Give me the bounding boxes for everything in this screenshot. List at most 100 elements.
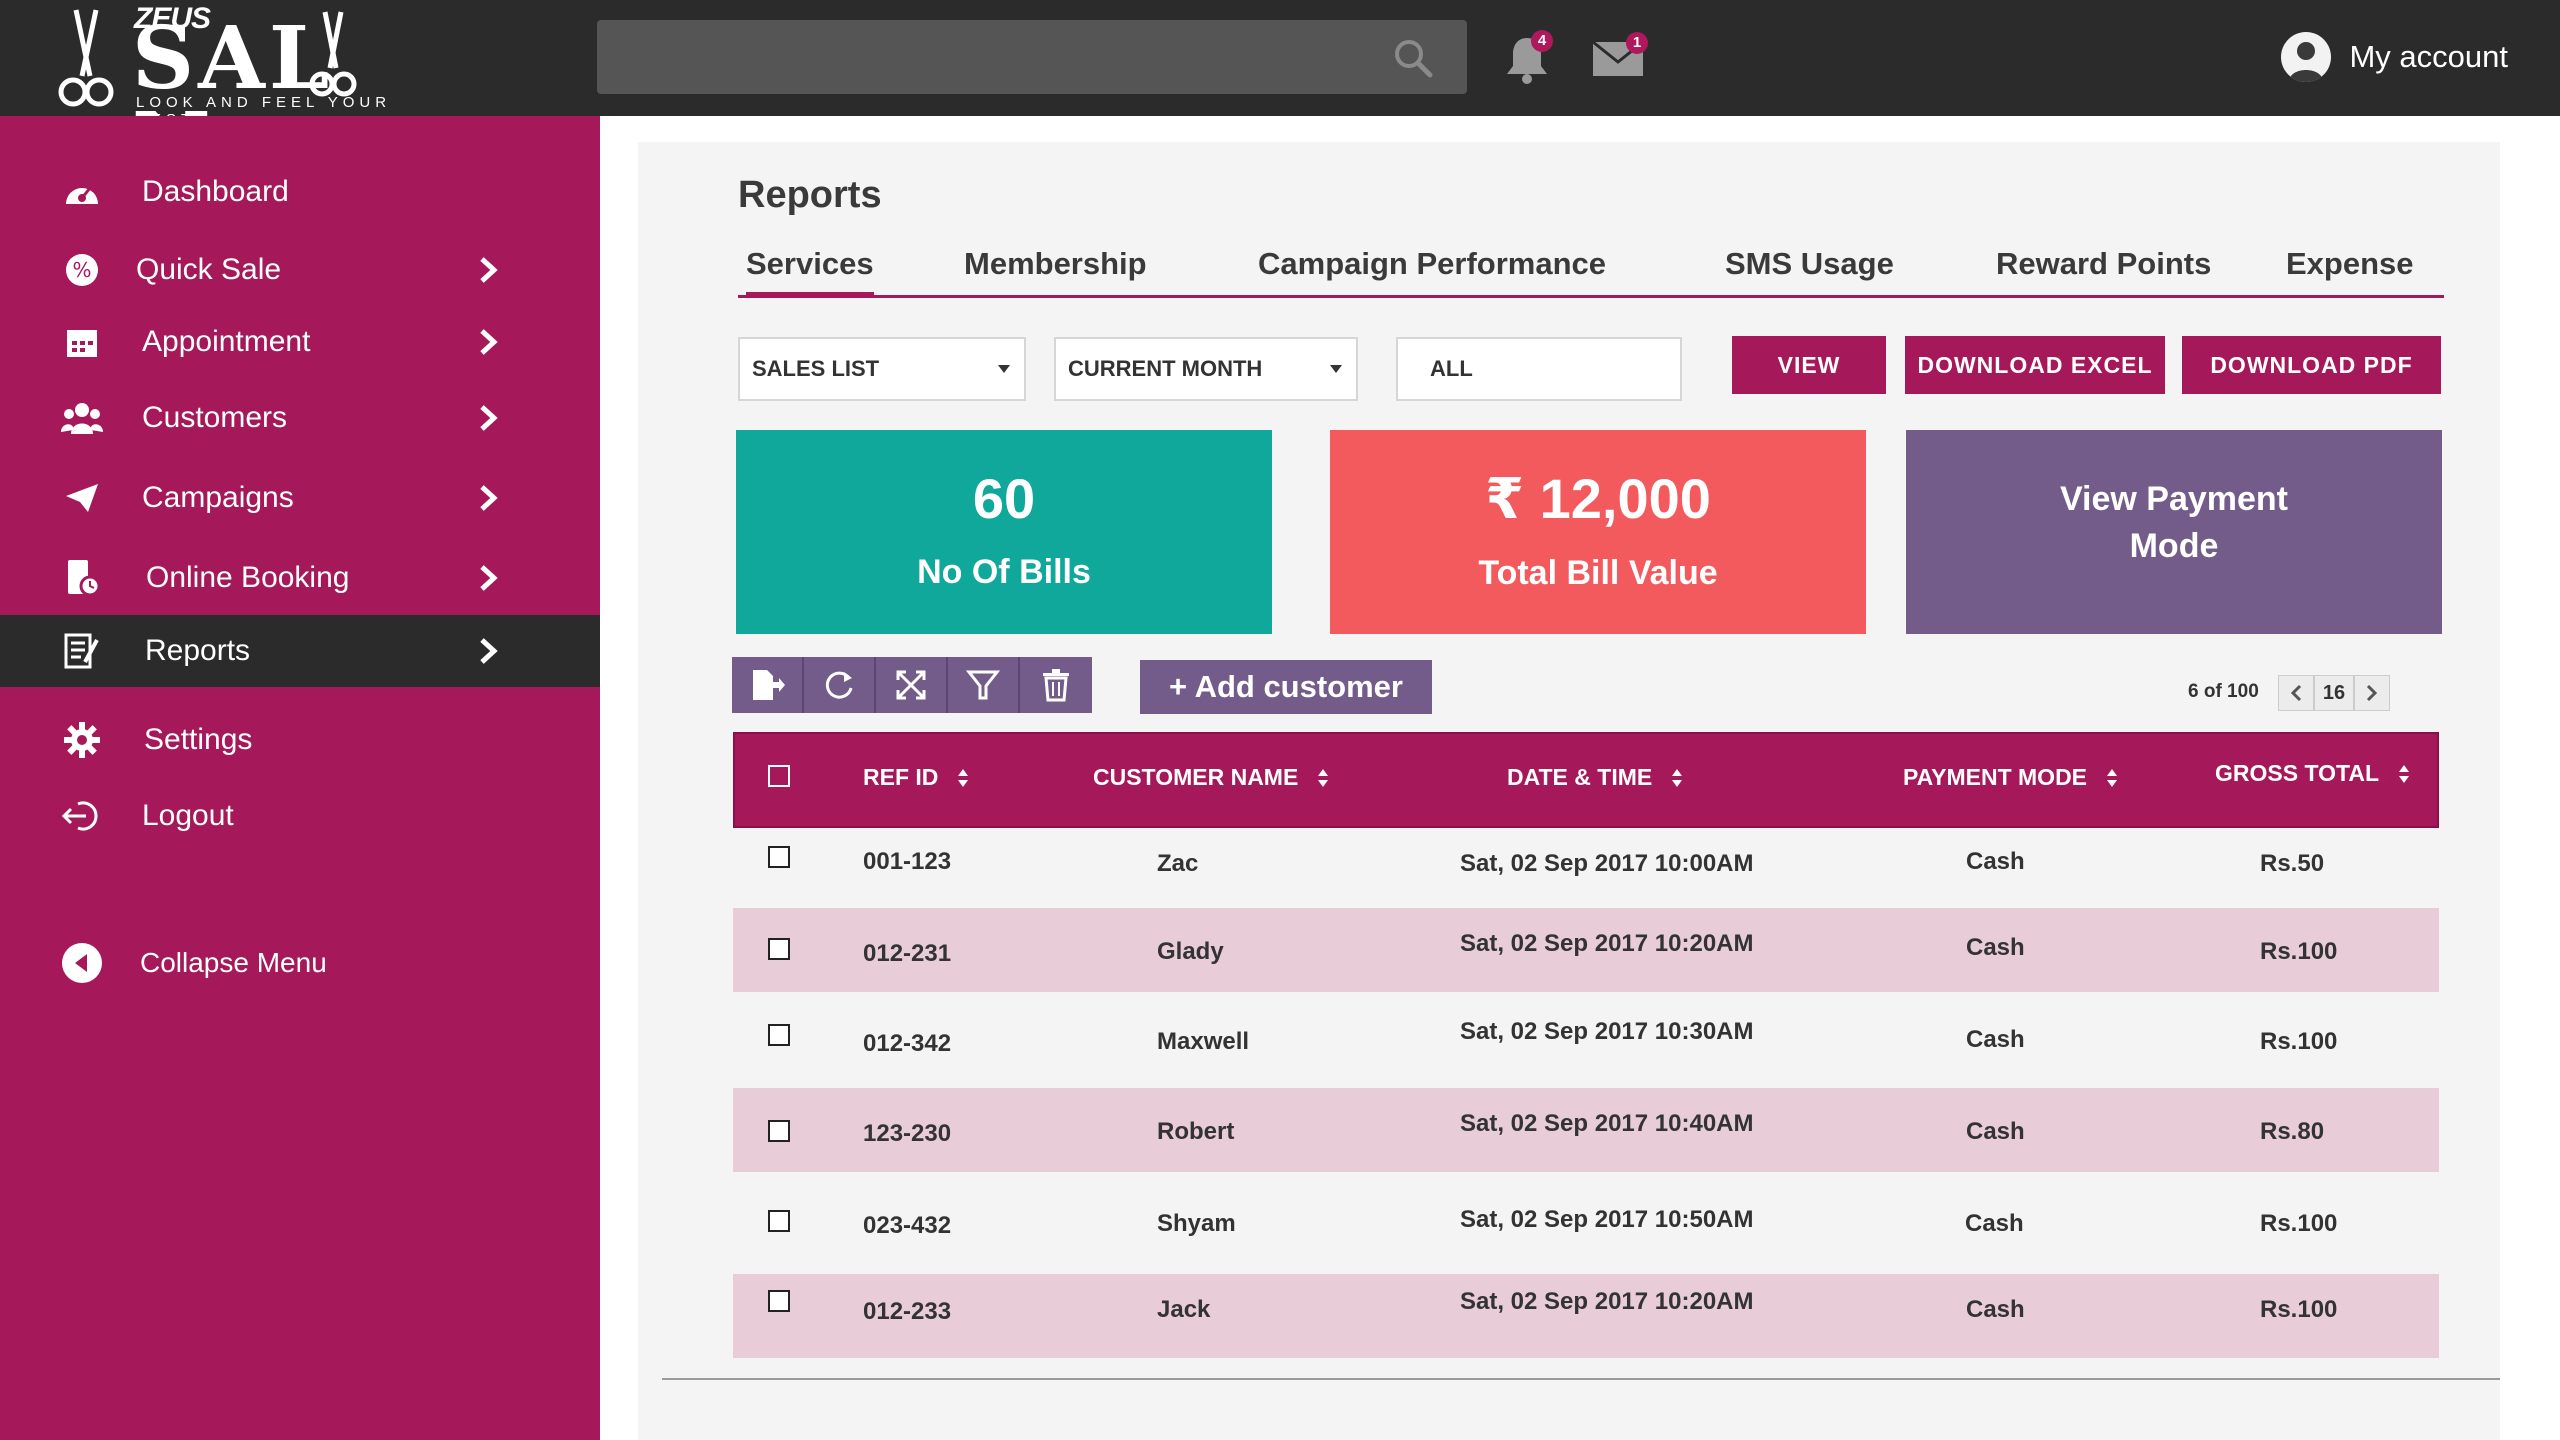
- payment-mode-cell: Cash: [1966, 1026, 2025, 1053]
- column-customer-name[interactable]: CUSTOMER NAME: [1093, 764, 1329, 791]
- sidebar: Dashboard % Quick Sale Appointment Custo…: [0, 116, 600, 1440]
- page-title: Reports: [738, 174, 882, 216]
- scope-value: ALL: [1430, 356, 1473, 381]
- row-checkbox[interactable]: [768, 1210, 790, 1232]
- table-row[interactable]: 012-233 Jack Sat, 02 Sep 2017 10:20AM Ca…: [733, 1274, 2439, 1358]
- row-checkbox[interactable]: [768, 1120, 790, 1142]
- sidebar-item-dashboard[interactable]: Dashboard: [0, 156, 600, 228]
- column-payment-mode[interactable]: PAYMENT MODE: [1903, 764, 2118, 791]
- sidebar-item-label: Logout: [142, 799, 234, 832]
- ref-id-cell: 023-432: [863, 1212, 952, 1239]
- row-checkbox[interactable]: [768, 938, 790, 960]
- current-page[interactable]: 16: [2314, 675, 2354, 711]
- table-row[interactable]: 023-432 Shyam Sat, 02 Sep 2017 10:50AM C…: [733, 1172, 2439, 1256]
- previous-page-button[interactable]: [2278, 675, 2314, 711]
- column-date-time[interactable]: DATE & TIME: [1507, 764, 1683, 791]
- chevron-right-icon: [2366, 684, 2378, 702]
- delete-button[interactable]: [1020, 657, 1092, 713]
- bills-count-card: 60 No Of Bills: [736, 430, 1272, 634]
- download-pdf-button[interactable]: DOWNLOAD PDF: [2182, 336, 2441, 394]
- table-row[interactable]: 012-231 Glady Sat, 02 Sep 2017 10:20AM C…: [733, 908, 2439, 992]
- total-bill-value: ₹ 12,000: [1485, 467, 1711, 530]
- brand-logo[interactable]: ZEUS SAL N LOOK AND FEEL YOUR BEST: [50, 0, 440, 188]
- gross-total-cell: Rs.100: [2260, 1210, 2338, 1237]
- total-bill-label: Total Bill Value: [1478, 554, 1718, 592]
- caret-down-icon: [998, 365, 1010, 373]
- divider: [662, 1378, 2500, 1380]
- sort-icon: [2107, 768, 2118, 787]
- search-icon[interactable]: [1393, 38, 1433, 78]
- period-select[interactable]: CURRENT MONTH: [1054, 337, 1358, 401]
- table-row[interactable]: 001-123 Zac Sat, 02 Sep 2017 10:00AM Cas…: [733, 830, 2439, 914]
- collapse-menu-label: Collapse Menu: [140, 947, 327, 978]
- sidebar-item-campaigns[interactable]: Campaigns: [0, 462, 600, 534]
- tab-services[interactable]: Services: [746, 246, 874, 298]
- row-checkbox[interactable]: [768, 1290, 790, 1312]
- collapse-menu-button[interactable]: Collapse Menu: [0, 927, 600, 999]
- gross-total-cell: Rs.100: [2260, 1028, 2338, 1055]
- ref-id-cell: 001-123: [863, 848, 952, 875]
- payment-mode-line2: Mode: [2129, 527, 2219, 565]
- tab-reward-points[interactable]: Reward Points: [1996, 246, 2212, 281]
- add-customer-button[interactable]: + Add customer: [1140, 660, 1432, 714]
- bills-count-label: No Of Bills: [917, 553, 1091, 591]
- dashboard-icon: [60, 170, 104, 214]
- ref-id-cell: 012-342: [863, 1030, 952, 1057]
- expand-icon: [896, 670, 926, 700]
- messages-button[interactable]: 1: [1592, 32, 1648, 83]
- chevron-left-icon: [2290, 684, 2302, 702]
- datetime-cell: Sat, 02 Sep 2017 10:20AM: [1460, 930, 1754, 957]
- notifications-button[interactable]: 4: [1505, 30, 1553, 89]
- tab-expense[interactable]: Expense: [2286, 246, 2414, 281]
- tab-campaign-performance[interactable]: Campaign Performance: [1258, 246, 1606, 281]
- datetime-cell: Sat, 02 Sep 2017 10:50AM: [1460, 1206, 1754, 1233]
- tab-sms-usage[interactable]: SMS Usage: [1725, 246, 1894, 281]
- sidebar-item-quick-sale[interactable]: % Quick Sale: [0, 234, 600, 306]
- sidebar-item-label: Appointment: [142, 325, 311, 358]
- download-excel-button[interactable]: DOWNLOAD EXCEL: [1905, 336, 2165, 394]
- table-row[interactable]: 123-230 Robert Sat, 02 Sep 2017 10:40AM …: [733, 1088, 2439, 1172]
- my-account-button[interactable]: My account: [2281, 30, 2508, 84]
- sidebar-item-settings[interactable]: Settings: [0, 704, 600, 776]
- customers-icon: [60, 396, 104, 440]
- gear-icon: [60, 718, 104, 762]
- sidebar-item-logout[interactable]: Logout: [0, 780, 600, 852]
- paper-plane-icon: [60, 476, 104, 520]
- view-payment-mode-card[interactable]: View Payment Mode: [1906, 430, 2442, 634]
- export-file-icon: [753, 670, 785, 700]
- next-page-button[interactable]: [2354, 675, 2390, 711]
- view-button[interactable]: VIEW: [1732, 336, 1886, 394]
- ref-id-cell: 012-233: [863, 1298, 952, 1325]
- payment-mode-line1: View Payment: [2059, 480, 2289, 518]
- sidebar-item-reports[interactable]: Reports: [0, 615, 600, 687]
- scissors-o-icon: [309, 11, 357, 97]
- gross-total-cell: Rs.100: [2260, 938, 2338, 965]
- search-input[interactable]: [597, 20, 1467, 94]
- select-all-checkbox[interactable]: [768, 765, 790, 787]
- total-bill-card: ₹ 12,000 Total Bill Value: [1330, 430, 1866, 634]
- row-checkbox[interactable]: [768, 846, 790, 868]
- fullscreen-button[interactable]: [876, 657, 948, 713]
- column-gross-total[interactable]: GROSS TOTAL: [2215, 760, 2409, 787]
- payment-mode-cell: Cash: [1966, 934, 2025, 961]
- ref-id-cell: 123-230: [863, 1120, 952, 1147]
- logout-icon: [60, 794, 104, 838]
- scope-field[interactable]: ALL: [1396, 337, 1682, 401]
- column-ref-id[interactable]: REF ID: [863, 764, 969, 791]
- refresh-icon: [825, 671, 853, 699]
- sidebar-item-online-booking[interactable]: Online Booking: [0, 542, 600, 614]
- row-checkbox[interactable]: [768, 1024, 790, 1046]
- filter-button[interactable]: [948, 657, 1020, 713]
- sidebar-item-customers[interactable]: Customers: [0, 382, 600, 454]
- sales-list-select[interactable]: SALES LIST: [738, 337, 1026, 401]
- refresh-button[interactable]: [804, 657, 876, 713]
- table-row[interactable]: 012-342 Maxwell Sat, 02 Sep 2017 10:30AM…: [733, 992, 2439, 1076]
- period-value: CURRENT MONTH: [1068, 356, 1263, 381]
- export-button[interactable]: [732, 657, 804, 713]
- message-badge: 1: [1626, 32, 1648, 54]
- tab-membership[interactable]: Membership: [964, 246, 1147, 281]
- sidebar-item-label: Reports: [145, 634, 251, 667]
- sidebar-item-appointment[interactable]: Appointment: [0, 306, 600, 378]
- quick-sale-icon: %: [60, 248, 104, 292]
- customer-name-cell: Shyam: [1157, 1210, 1236, 1237]
